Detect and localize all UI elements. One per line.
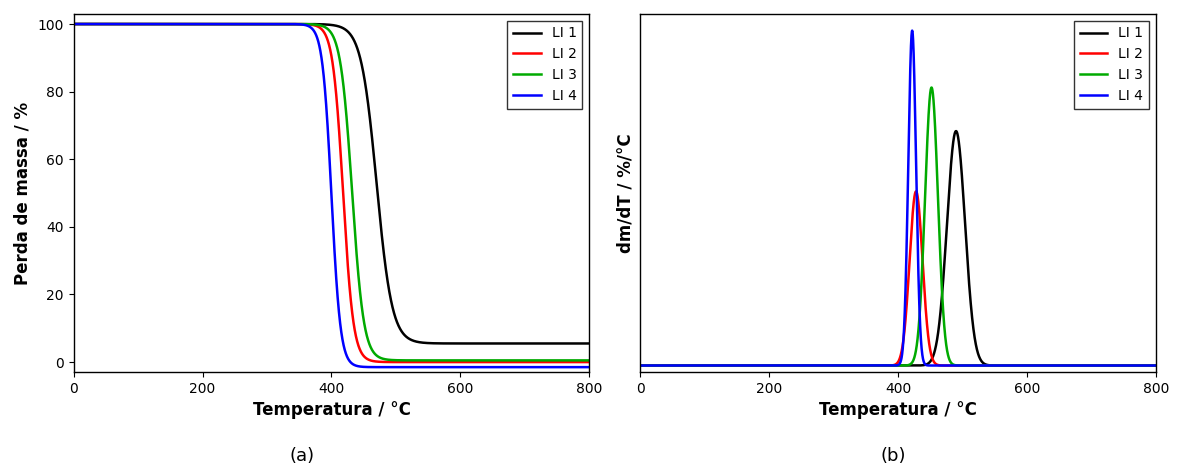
LI 4 — [253, 21, 267, 27]
LI 4 — [1015, 363, 1029, 368]
LI 4 — [477, 364, 491, 370]
LI 3 — [448, 357, 463, 363]
LI 1 — [961, 264, 975, 269]
LI 2 — [938, 363, 952, 368]
LI 2 — [633, 363, 647, 368]
LI 2 — [961, 363, 975, 368]
Line: LI 2: LI 2 — [640, 192, 1156, 365]
LI 2 — [909, 189, 923, 194]
LI 4 — [448, 364, 463, 370]
LI 1 — [92, 21, 106, 27]
LI 4 — [820, 363, 834, 368]
LI 3 — [1043, 363, 1058, 368]
LI 4 — [92, 21, 106, 27]
X-axis label: Temperatura / °C: Temperatura / °C — [819, 402, 977, 419]
LI 4 — [659, 363, 673, 368]
Legend: LI 1, LI 2, LI 3, LI 4: LI 1, LI 2, LI 3, LI 4 — [508, 21, 582, 109]
LI 1 — [477, 341, 491, 346]
LI 2 — [1149, 363, 1163, 368]
Line: LI 2: LI 2 — [73, 24, 589, 362]
Text: (a): (a) — [289, 447, 315, 466]
LI 4 — [394, 364, 408, 370]
LI 4 — [1149, 363, 1163, 368]
LI 1 — [1043, 363, 1058, 368]
LI 4 — [511, 364, 525, 370]
LI 4 — [633, 363, 647, 368]
Line: LI 1: LI 1 — [640, 131, 1156, 365]
LI 3 — [394, 357, 408, 363]
LI 2 — [820, 363, 834, 368]
X-axis label: Temperatura / °C: Temperatura / °C — [252, 402, 411, 419]
Y-axis label: Perda de massa / %: Perda de massa / % — [14, 102, 32, 285]
LI 2 — [92, 21, 106, 27]
Y-axis label: dm/dT / %/°C: dm/dT / %/°C — [616, 133, 634, 253]
Line: LI 1: LI 1 — [73, 24, 589, 343]
LI 2 — [582, 359, 596, 365]
LI 3 — [820, 363, 834, 368]
LI 3 — [92, 21, 106, 27]
Line: LI 3: LI 3 — [640, 88, 1156, 365]
LI 2 — [66, 21, 80, 27]
LI 1 — [371, 203, 386, 209]
Text: (b): (b) — [880, 447, 906, 466]
LI 3 — [938, 335, 952, 341]
LI 2 — [394, 359, 408, 365]
LI 1 — [66, 21, 80, 27]
LI 3 — [477, 357, 491, 363]
LI 3 — [582, 357, 596, 363]
LI 3 — [924, 85, 938, 90]
LI 4 — [66, 21, 80, 27]
LI 4 — [905, 28, 919, 34]
LI 1 — [582, 341, 596, 346]
Line: LI 3: LI 3 — [73, 24, 589, 360]
LI 3 — [633, 363, 647, 368]
LI 2 — [1015, 363, 1029, 368]
Line: LI 4: LI 4 — [73, 24, 589, 367]
LI 3 — [961, 363, 975, 368]
LI 4 — [582, 364, 596, 370]
LI 2 — [371, 359, 386, 364]
LI 3 — [66, 21, 80, 27]
LI 1 — [938, 247, 952, 253]
LI 3 — [253, 21, 267, 27]
LI 4 — [371, 364, 386, 370]
LI 3 — [371, 354, 386, 360]
LI 3 — [659, 363, 673, 368]
LI 1 — [448, 341, 463, 346]
LI 1 — [1149, 363, 1163, 368]
LI 4 — [938, 363, 952, 368]
LI 1 — [820, 363, 834, 368]
LI 3 — [1015, 363, 1029, 368]
LI 4 — [961, 363, 975, 368]
LI 1 — [659, 363, 673, 368]
LI 3 — [580, 357, 594, 363]
LI 2 — [477, 359, 491, 365]
LI 1 — [1015, 363, 1029, 368]
LI 1 — [949, 128, 963, 134]
LI 2 — [1043, 363, 1058, 368]
LI 2 — [253, 21, 267, 27]
LI 1 — [253, 21, 267, 27]
Legend: LI 1, LI 2, LI 3, LI 4: LI 1, LI 2, LI 3, LI 4 — [1074, 21, 1149, 109]
LI 4 — [1043, 363, 1058, 368]
LI 2 — [659, 363, 673, 368]
LI 2 — [448, 359, 463, 365]
LI 1 — [394, 328, 408, 334]
Line: LI 4: LI 4 — [640, 31, 1156, 365]
LI 3 — [1149, 363, 1163, 368]
LI 1 — [633, 363, 647, 368]
